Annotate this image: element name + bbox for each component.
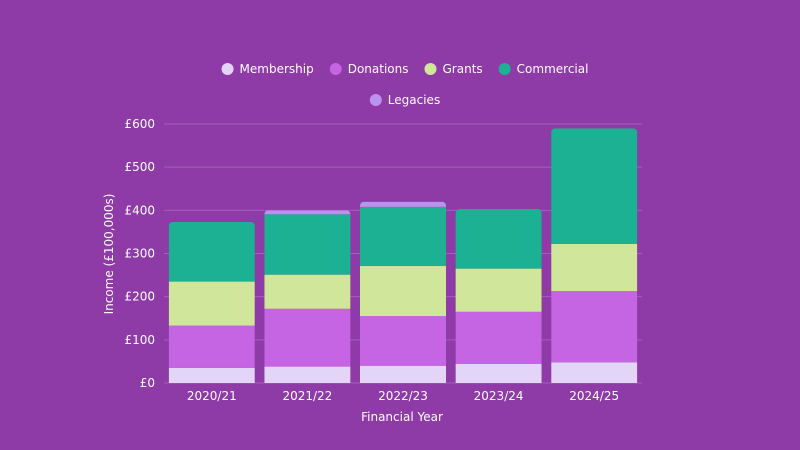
y-tick-label: £400 bbox=[124, 203, 155, 217]
legend-label: Legacies bbox=[388, 93, 440, 107]
bar-segment-commercial bbox=[168, 221, 255, 282]
bar-segment-membership bbox=[551, 362, 638, 383]
bar-segment-donations bbox=[264, 308, 351, 367]
bar-segment-commercial bbox=[551, 128, 638, 245]
x-tick-label: 2021/22 bbox=[282, 389, 332, 403]
x-tick-label: 2022/23 bbox=[378, 389, 428, 403]
bar-segment-grants bbox=[455, 268, 542, 312]
bar-segment-donations bbox=[168, 325, 255, 368]
y-axis-ticks: £0 £100 £200 £300 £400 £500 £600 bbox=[124, 117, 155, 390]
bar-segment-membership bbox=[264, 366, 351, 383]
legend-label: Membership bbox=[240, 62, 314, 76]
bar-segment-commercial bbox=[264, 214, 351, 275]
bar-segment-donations bbox=[455, 311, 542, 365]
legend-item: Membership bbox=[221, 62, 314, 76]
bars bbox=[168, 128, 638, 383]
legend-swatch bbox=[498, 63, 511, 75]
legend-swatch bbox=[329, 63, 342, 75]
legend-item: Commercial bbox=[498, 62, 589, 76]
bar-segment-grants bbox=[264, 274, 351, 309]
bar-stack bbox=[551, 128, 638, 383]
y-tick-label: £600 bbox=[124, 117, 155, 131]
legend-swatch bbox=[221, 63, 234, 75]
bar-segment-commercial bbox=[455, 209, 542, 269]
bar-stack bbox=[264, 210, 351, 383]
bar-segment-grants bbox=[168, 281, 255, 326]
x-axis-ticks: 2020/21 2021/22 2022/23 2023/24 2024/25 bbox=[187, 389, 619, 403]
y-tick-label: £200 bbox=[124, 290, 155, 304]
bar-segment-membership bbox=[168, 367, 255, 383]
bar-segment-legacies bbox=[264, 210, 351, 215]
bar-segment-legacies bbox=[359, 201, 447, 207]
legend-label: Donations bbox=[348, 62, 409, 76]
bar-segment-commercial bbox=[359, 206, 447, 267]
bar-stack bbox=[168, 221, 255, 383]
bar-segment-grants bbox=[551, 244, 638, 292]
y-tick-label: £100 bbox=[124, 333, 155, 347]
x-tick-label: 2023/24 bbox=[474, 389, 524, 403]
x-tick-label: 2020/21 bbox=[187, 389, 237, 403]
bar-segment-grants bbox=[359, 266, 447, 317]
legend-swatch bbox=[424, 63, 437, 75]
legend-swatch bbox=[369, 94, 382, 106]
bar-stack bbox=[455, 209, 542, 383]
y-tick-label: £0 bbox=[140, 376, 155, 390]
bar-segment-membership bbox=[455, 364, 542, 383]
bar-stack bbox=[359, 201, 447, 383]
legend-item: Donations bbox=[329, 62, 409, 76]
bar-segment-donations bbox=[551, 291, 638, 363]
legend-label: Grants bbox=[443, 62, 483, 76]
y-tick-label: £500 bbox=[124, 160, 155, 174]
y-tick-label: £300 bbox=[124, 247, 155, 261]
legend-item: Grants bbox=[424, 62, 483, 76]
legend-label: Commercial bbox=[517, 62, 589, 76]
y-axis-title: Income (£100,000s) bbox=[102, 194, 116, 315]
legend-item: Legacies bbox=[369, 93, 440, 107]
bar-segment-membership bbox=[359, 365, 447, 383]
x-tick-label: 2024/25 bbox=[569, 389, 619, 403]
x-axis-title: Financial Year bbox=[361, 410, 443, 424]
bar-segment-donations bbox=[359, 316, 447, 366]
legend: Membership Donations Grants Commercial Legac… bbox=[221, 62, 589, 107]
